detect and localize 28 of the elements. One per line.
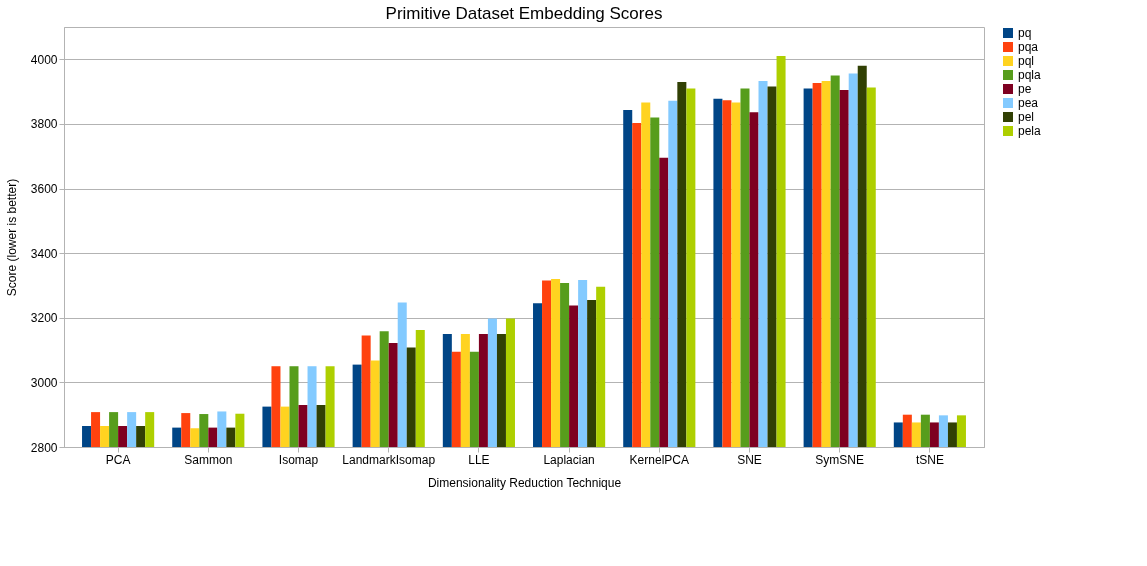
legend-label: pe — [1018, 82, 1032, 96]
legend-label: pela — [1018, 124, 1042, 138]
x-tick-label: SymSNE — [815, 452, 865, 467]
legend-label: pqa — [1018, 40, 1039, 54]
y-tick-label: 3200 — [30, 311, 58, 326]
chart-title: Primitive Dataset Embedding Scores — [385, 4, 663, 23]
legend-label: pea — [1018, 96, 1039, 110]
y-tick-label: 3000 — [30, 375, 58, 390]
x-tick-label: LandmarkIsomap — [342, 452, 436, 467]
legend-label: pqla — [1018, 68, 1042, 82]
x-tick-label: Isomap — [278, 452, 319, 467]
y-tick-label: 3600 — [30, 182, 58, 197]
x-tick-label: SNE — [737, 452, 762, 467]
y-axis-title: Score (lower is better) — [4, 178, 19, 297]
y-tick-label: 3800 — [30, 117, 58, 132]
legend-label: pel — [1018, 110, 1035, 124]
x-tick-label: Sammon — [184, 452, 233, 467]
y-tick-label: 2800 — [30, 440, 58, 455]
y-tick-label: 3400 — [30, 246, 58, 261]
legend-label: pql — [1018, 54, 1035, 68]
x-tick-label: Laplacian — [543, 452, 595, 467]
legend-label: pq — [1018, 26, 1032, 40]
y-tick-label: 4000 — [30, 52, 58, 67]
x-tick-label: KernelPCA — [629, 452, 689, 467]
x-tick-label: PCA — [105, 452, 131, 467]
x-axis-title: Dimensionality Reduction Technique — [427, 475, 622, 490]
x-tick-label: LLE — [468, 452, 490, 467]
x-tick-label: tSNE — [915, 452, 944, 467]
